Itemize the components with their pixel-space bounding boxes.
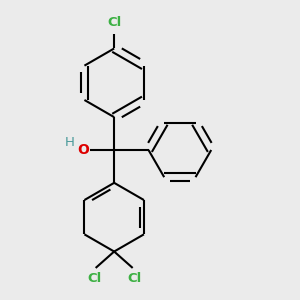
Text: H: H bbox=[64, 136, 74, 149]
Text: Cl: Cl bbox=[87, 272, 101, 285]
Text: Cl: Cl bbox=[127, 272, 141, 285]
Text: Cl: Cl bbox=[107, 16, 121, 29]
Text: O: O bbox=[77, 143, 89, 157]
